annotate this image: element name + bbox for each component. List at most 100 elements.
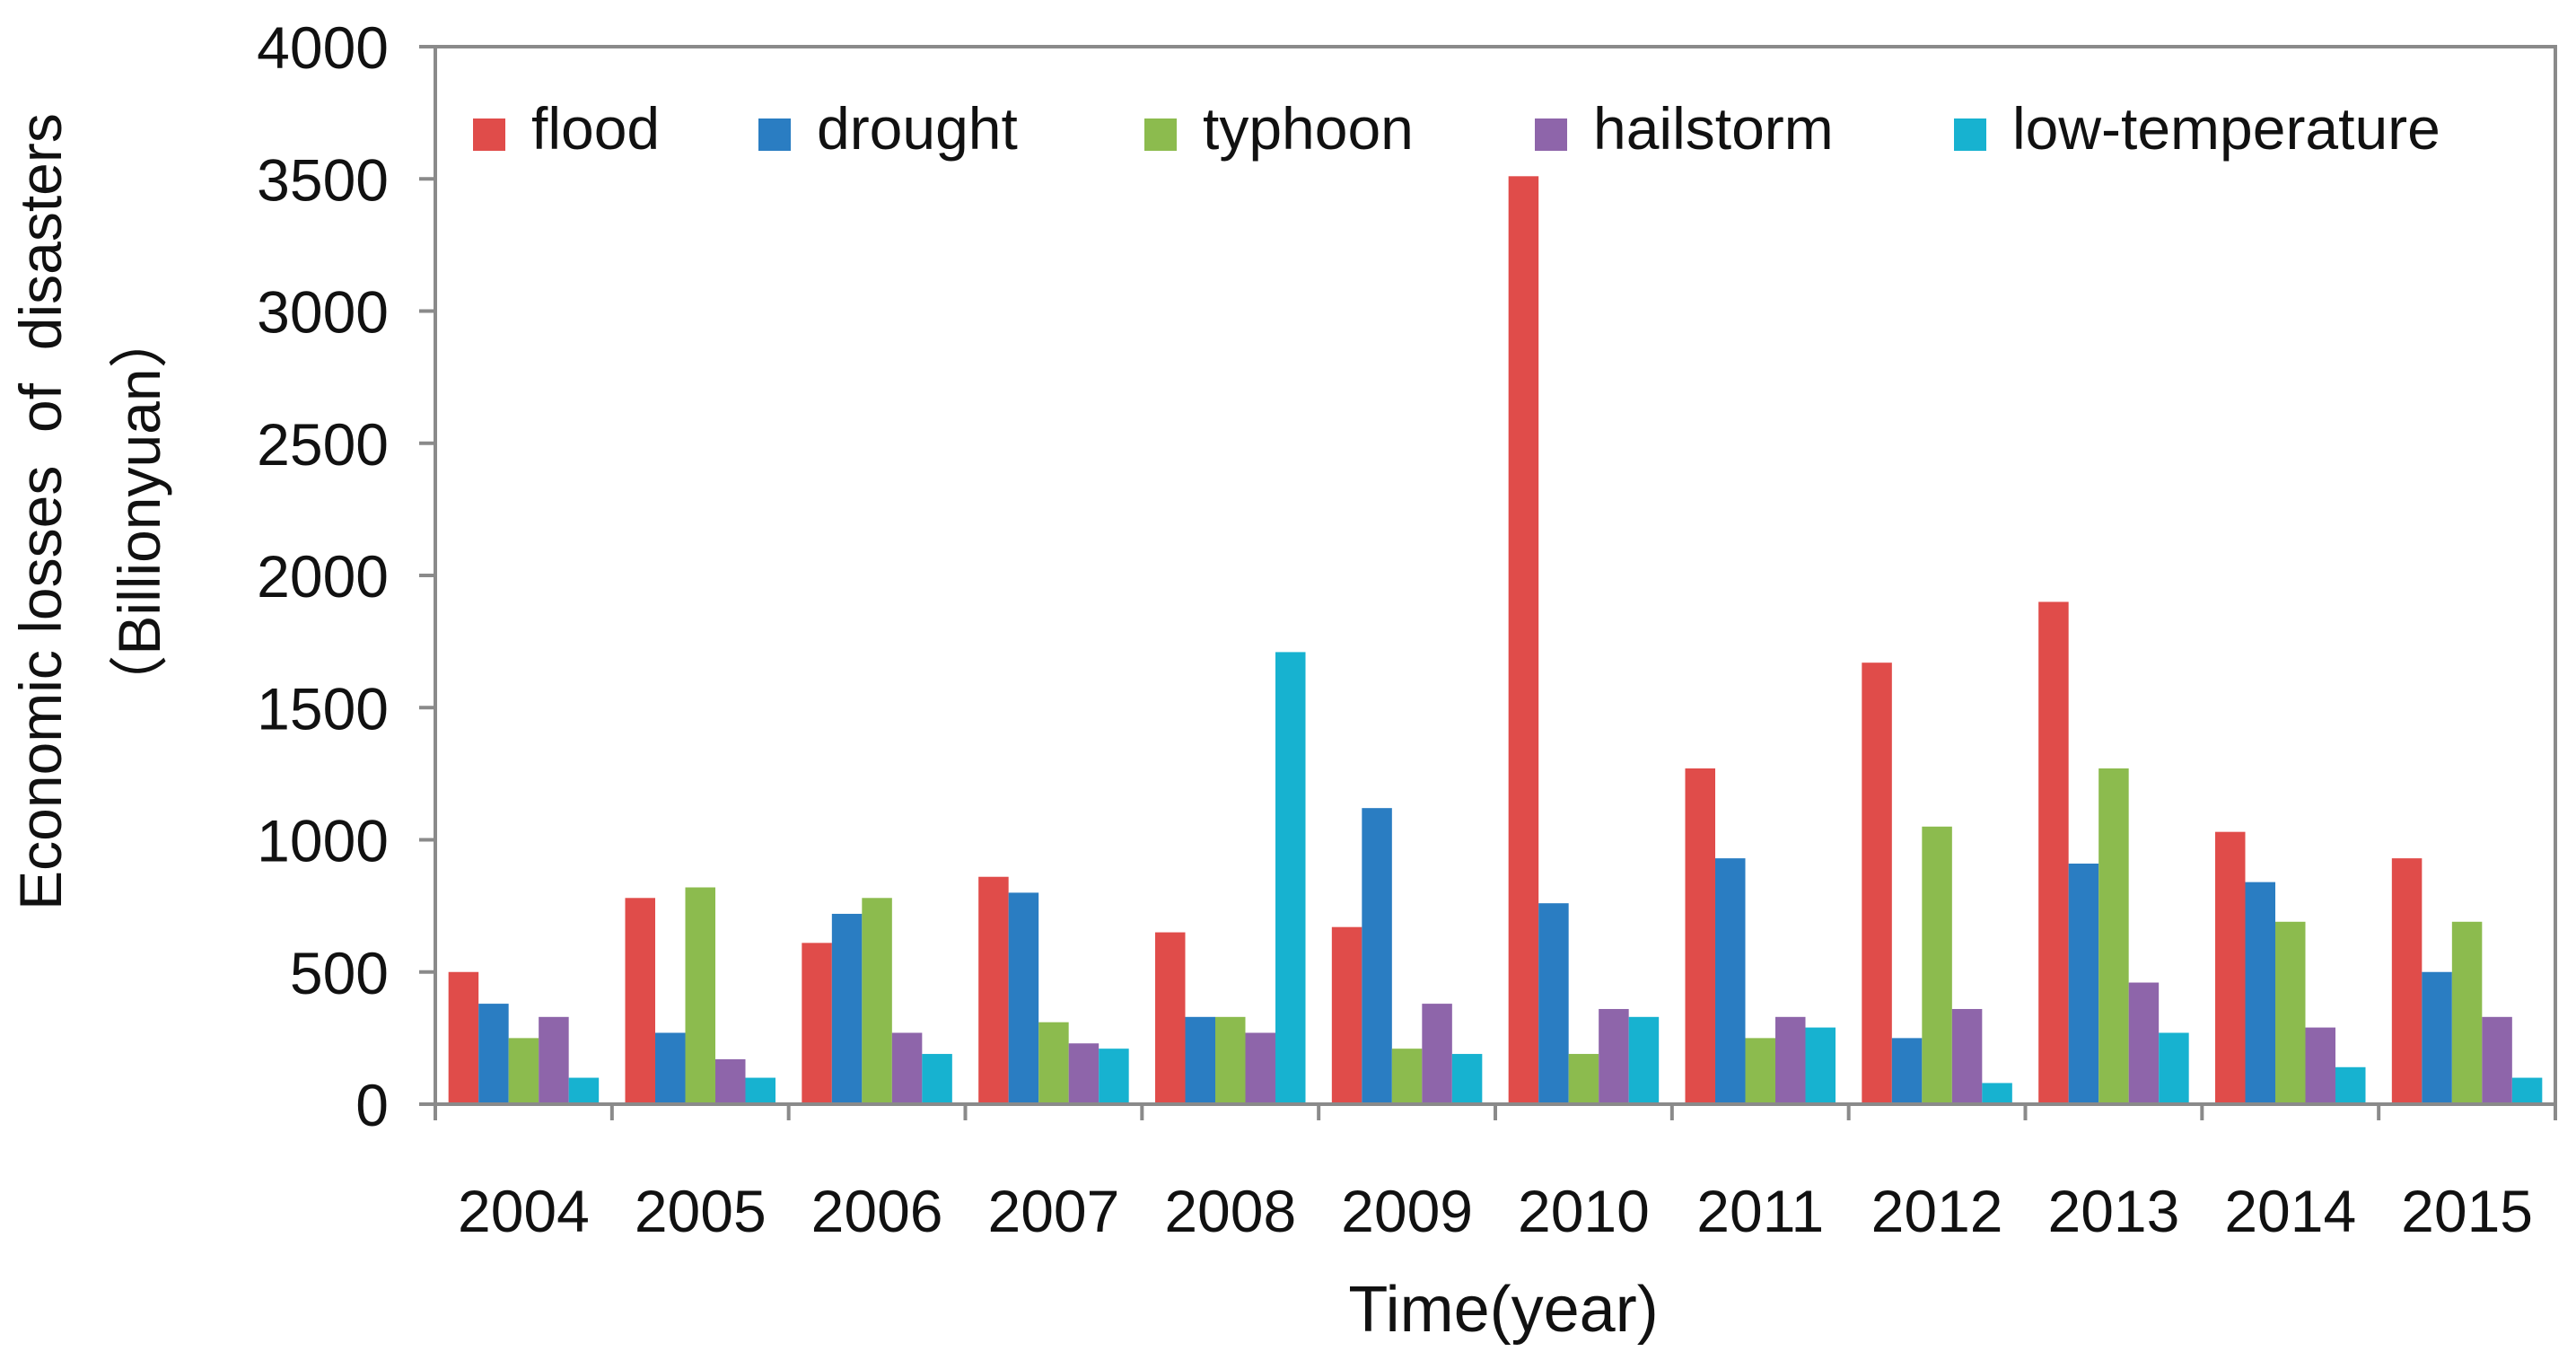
bar-hailstorm-2008 [1245,1032,1275,1104]
bar-low-temperature-2006 [922,1054,952,1104]
bar-low-temperature-2013 [2159,1032,2189,1104]
y-tick-labels: 0 500 1000 1500 2000 2500 3000 3500 4000 [257,14,389,1138]
legend-swatch-low-temperature [1954,118,1986,151]
x-tick-label: 2009 [1341,1178,1473,1244]
bar-low-temperature-2004 [568,1077,600,1104]
legend-swatch-hailstorm [1535,118,1567,151]
bar-low-temperature-2009 [1451,1054,1483,1104]
bar-hailstorm-2013 [2128,982,2160,1104]
bar-flood-2004 [448,971,479,1104]
x-axis [419,45,2557,1120]
legend-swatch-typhoon [1144,118,1177,151]
bar-low-temperature-2008 [1275,652,1306,1104]
bar-typhoon-2007 [1038,1022,1069,1104]
bar-hailstorm-2005 [715,1058,746,1104]
bar-drought-2004 [478,1004,509,1104]
bar-drought-2005 [655,1032,686,1104]
y-tick-label: 1000 [257,808,389,874]
x-tick-label: 2015 [2401,1178,2533,1244]
bar-typhoon-2010 [1568,1054,1599,1104]
bar-typhoon-2009 [1391,1049,1423,1104]
bar-typhoon-2011 [1745,1038,1775,1104]
bar-typhoon-2013 [2098,768,2129,1104]
bar-flood-2009 [1331,926,1362,1104]
y-tick-label: 2500 [257,411,389,478]
y-axis-title-line1: Economic losses of disasters [7,113,74,910]
bar-typhoon-2012 [1922,826,1952,1104]
bar-typhoon-2014 [2275,921,2306,1104]
bar-flood-2013 [2038,601,2069,1104]
y-tick-label: 1500 [257,675,389,742]
bar-drought-2006 [831,913,863,1104]
bar-hailstorm-2006 [891,1032,923,1104]
legend-swatch-flood [473,118,505,151]
legend: flood drought typhoon hailstorm low-temperat… [473,95,2440,162]
legend-label-drought: drought [817,95,1018,162]
bar-hailstorm-2015 [2482,1016,2512,1104]
bar-hailstorm-2014 [2305,1027,2335,1104]
bar-low-temperature-2012 [1982,1083,2012,1104]
bar-typhoon-2005 [685,887,715,1104]
y-tick-label: 500 [290,940,389,1006]
bar-flood-2010 [1508,176,1539,1105]
bar-flood-2015 [2391,858,2423,1104]
bar-flood-2005 [625,898,655,1104]
bar-hailstorm-2010 [1599,1008,1629,1104]
bar-drought-2007 [1008,892,1039,1104]
x-tick-label: 2004 [458,1178,590,1244]
bar-drought-2011 [1715,858,1746,1104]
y-tick-label: 0 [355,1072,389,1138]
bar-hailstorm-2012 [1951,1008,1983,1104]
x-tick-label: 2005 [635,1178,767,1244]
bar-typhoon-2004 [508,1038,539,1104]
bar-drought-2012 [1891,1038,1923,1104]
bar-flood-2008 [1155,932,1186,1104]
bar-hailstorm-2004 [539,1016,569,1104]
x-tick-label: 2008 [1164,1178,1296,1244]
bar-flood-2014 [2215,831,2246,1104]
bar-low-temperature-2007 [1099,1049,1129,1104]
bar-typhoon-2015 [2451,921,2483,1104]
x-axis-title: Time(year) [1348,1274,1658,1346]
legend-label-low-temperature: low-temperature [2012,95,2440,162]
x-tick-label: 2013 [2048,1178,2180,1244]
x-tick-label: 2014 [2224,1178,2356,1244]
x-tick-label: 2006 [811,1178,943,1244]
bar-flood-2011 [1685,768,1715,1104]
bars [448,176,2543,1105]
bar-hailstorm-2011 [1775,1016,1806,1104]
bar-low-temperature-2011 [1805,1027,1836,1104]
bar-flood-2012 [1862,663,1892,1104]
bar-hailstorm-2007 [1068,1043,1100,1104]
bar-drought-2009 [1362,808,1392,1104]
bar-typhoon-2008 [1215,1016,1246,1104]
x-tick-label: 2011 [1696,1178,1824,1244]
legend-label-flood: flood [531,95,660,162]
y-tick-label: 3000 [257,279,389,346]
y-tick-label: 3500 [257,146,389,213]
bar-drought-2015 [2422,971,2452,1104]
bar-drought-2010 [1538,903,1569,1104]
legend-label-hailstorm: hailstorm [1593,95,1834,162]
bar-low-temperature-2005 [745,1077,775,1104]
x-tick-label: 2010 [1518,1178,1650,1244]
bar-hailstorm-2009 [1422,1004,1452,1104]
bar-low-temperature-2010 [1628,1016,1660,1104]
bar-flood-2006 [802,943,832,1104]
legend-label-typhoon: typhoon [1203,95,1414,162]
bar-typhoon-2006 [862,898,892,1104]
bar-low-temperature-2015 [2511,1077,2543,1104]
y-tick-label: 4000 [257,14,389,81]
x-tick-label: 2012 [1871,1178,2003,1244]
x-tick-label: 2007 [988,1178,1120,1244]
bar-drought-2014 [2245,882,2275,1104]
bar-drought-2013 [2068,864,2099,1104]
y-tick-label: 2000 [257,543,389,610]
legend-swatch-drought [758,118,791,151]
y-axis-title-line2: （Billionyuan） [106,309,172,714]
bar-flood-2007 [978,876,1009,1104]
x-tick-labels: 2004 2005 2006 2007 2008 2009 2010 2011 2012 2013… [458,1178,2533,1244]
bar-low-temperature-2014 [2335,1066,2366,1104]
bar-drought-2008 [1185,1016,1215,1104]
